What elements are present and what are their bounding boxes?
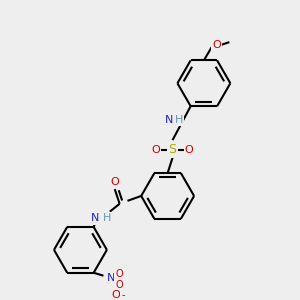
Text: O: O bbox=[185, 145, 194, 155]
Text: H: H bbox=[103, 214, 111, 224]
Text: H: H bbox=[175, 115, 183, 125]
Text: O: O bbox=[110, 177, 119, 187]
Text: O: O bbox=[152, 145, 160, 155]
Text: N: N bbox=[107, 273, 116, 283]
Text: N: N bbox=[91, 214, 99, 224]
Text: O: O bbox=[115, 269, 123, 279]
Text: O: O bbox=[212, 40, 221, 50]
Text: N: N bbox=[165, 115, 173, 125]
Text: O: O bbox=[115, 280, 123, 290]
Text: S: S bbox=[169, 143, 176, 156]
Text: -: - bbox=[121, 290, 125, 300]
Text: O: O bbox=[112, 290, 121, 300]
